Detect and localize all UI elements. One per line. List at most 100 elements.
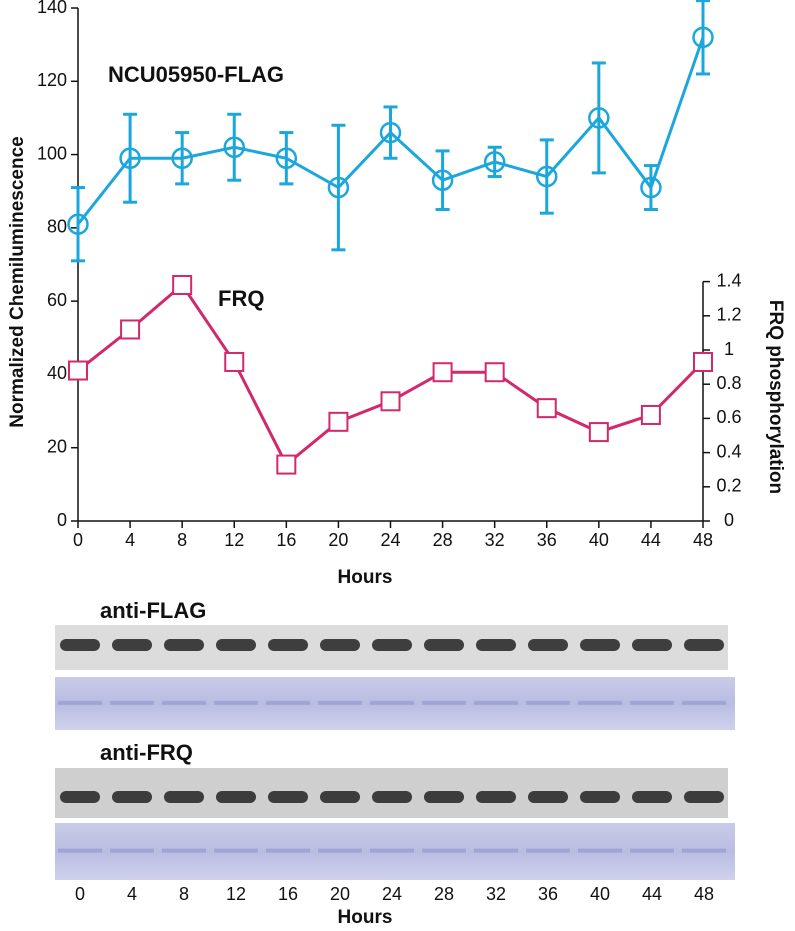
series-label: NCU05950-FLAG <box>108 62 284 87</box>
gel-lane <box>58 848 102 853</box>
x-tick-label: 12 <box>224 530 244 550</box>
blot-band <box>424 791 464 803</box>
error-bar <box>539 138 554 215</box>
error-bar <box>175 131 190 186</box>
x-tick-label: 44 <box>641 530 661 550</box>
gel-lane <box>162 700 206 705</box>
marker <box>172 275 193 296</box>
y-tick-label: 140 <box>37 0 67 17</box>
gel-lane <box>162 848 206 853</box>
y-tick-label: 80 <box>47 217 67 237</box>
blot-band <box>424 639 464 651</box>
y-tick-label: 0 <box>57 510 67 530</box>
lane-label: 0 <box>75 884 85 904</box>
gel-lane <box>370 700 414 705</box>
error-bar <box>279 131 294 186</box>
y-axis-label: Normalized Chemiluminescence <box>7 136 28 427</box>
blot-band <box>476 791 516 803</box>
series-line <box>77 282 705 467</box>
blot-band <box>216 639 256 651</box>
x-tick-label: 8 <box>177 530 187 550</box>
gel-lane <box>630 700 674 705</box>
x-tick-label: 24 <box>380 530 400 550</box>
marker <box>640 176 662 199</box>
marker <box>484 362 505 383</box>
gel-lane <box>110 700 154 705</box>
gel-lane <box>422 700 466 705</box>
lane-label: 4 <box>127 884 137 904</box>
lane-label: 8 <box>179 884 189 904</box>
marker <box>692 26 714 49</box>
gel-lane <box>58 700 102 705</box>
x-tick-label: 48 <box>693 530 713 550</box>
lane-label: 20 <box>330 884 350 904</box>
gel-lane <box>682 848 726 853</box>
error-bar <box>643 164 658 212</box>
blot-band <box>60 639 100 651</box>
marker <box>588 107 610 129</box>
blot-band <box>684 639 724 651</box>
blot-band <box>268 791 308 803</box>
blot-band <box>684 791 724 803</box>
y-tick-label: 100 <box>37 143 67 163</box>
error-bar <box>383 105 398 160</box>
y2-tick-label: 0.2 <box>716 476 741 496</box>
marker <box>68 360 88 381</box>
marker <box>640 404 661 425</box>
gel-lane <box>318 848 362 853</box>
blot-band <box>372 791 412 803</box>
gel-lane <box>214 848 258 853</box>
marker <box>223 136 245 158</box>
blot-band <box>268 639 308 651</box>
y2-tick-label: 1 <box>724 339 734 359</box>
blot-x-axis-label: Hours <box>338 907 393 928</box>
marker <box>119 147 141 169</box>
marker <box>171 147 193 169</box>
blot-label: anti-FLAG <box>100 598 206 623</box>
marker <box>120 319 141 340</box>
marker <box>328 411 349 432</box>
y2-tick-label: 0.4 <box>716 441 741 461</box>
y-tick-label: 20 <box>47 436 67 456</box>
blot-band <box>580 639 620 651</box>
series-label: FRQ <box>218 286 264 311</box>
error-bar <box>591 61 606 175</box>
gel-lane <box>318 700 362 705</box>
blot-band <box>528 791 568 803</box>
blot-band <box>320 639 360 651</box>
gel-lane <box>266 848 310 853</box>
blot-band <box>164 639 204 651</box>
gel-lane <box>526 848 570 853</box>
gel-lane <box>682 700 726 705</box>
x-tick-label: 20 <box>328 530 348 550</box>
gel-lane <box>474 848 518 853</box>
error-bar <box>71 186 85 263</box>
blot-band <box>112 791 152 803</box>
x-tick-label: 32 <box>485 530 505 550</box>
y2-tick-label: 1.2 <box>716 305 741 325</box>
y2-tick-label: 0 <box>724 510 734 530</box>
lane-label: 48 <box>694 884 714 904</box>
error-bar <box>123 112 138 204</box>
x-tick-label: 4 <box>125 530 135 550</box>
gel-lane <box>110 848 154 853</box>
blot-band <box>632 639 672 651</box>
gel-lane <box>474 700 518 705</box>
gel-lane <box>630 848 674 853</box>
blot-band <box>372 639 412 651</box>
lane-label: 40 <box>590 884 610 904</box>
lane-label: 24 <box>382 884 402 904</box>
error-bar <box>696 0 710 76</box>
gel-lane <box>422 848 466 853</box>
y2-tick-label: 0.8 <box>716 373 741 393</box>
lane-label: 12 <box>226 884 246 904</box>
gel-lane <box>214 700 258 705</box>
blot-band <box>216 791 256 803</box>
error-bar <box>435 149 450 212</box>
x-tick-label: 36 <box>537 530 557 550</box>
gel-lane <box>370 848 414 853</box>
marker <box>536 398 557 419</box>
blot-label: anti-FRQ <box>100 740 193 765</box>
gel-lane <box>266 700 310 705</box>
